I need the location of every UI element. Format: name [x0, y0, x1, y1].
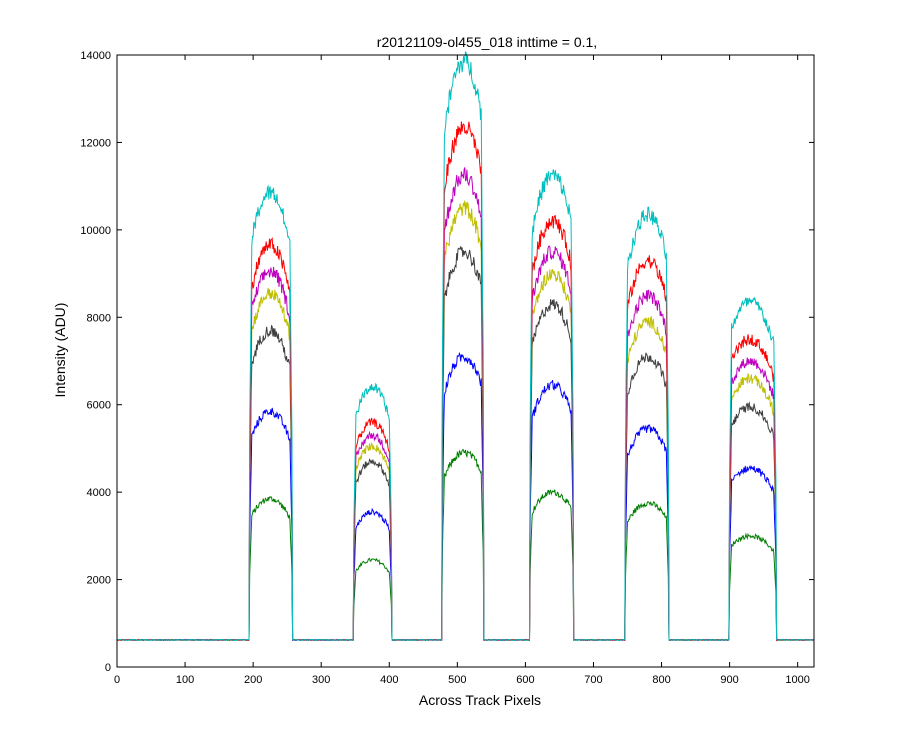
y-tick-label: 4000: [87, 487, 111, 499]
x-axis-title: Across Track Pixels: [419, 692, 541, 708]
y-axis-title: Intensity (ADU): [52, 303, 68, 398]
x-tick-label: 300: [312, 674, 330, 686]
series-line-7: [116, 50, 815, 642]
y-tick-label: 12000: [80, 137, 111, 149]
x-tick-label: 0: [114, 674, 120, 686]
x-tick-label: 700: [584, 674, 602, 686]
y-tick-label: 10000: [80, 225, 111, 237]
y-tick-label: 2000: [87, 575, 111, 587]
x-tick-label: 800: [652, 674, 670, 686]
x-tick-label: 400: [380, 674, 398, 686]
x-tick-label: 100: [176, 674, 194, 686]
axes-box: [116, 54, 815, 668]
y-tick-label: 14000: [80, 50, 111, 62]
chart-title: r20121109-ol455_018 inttime = 0.1,: [377, 34, 597, 50]
y-tick-label: 8000: [87, 312, 111, 324]
y-tick-label: 0: [105, 662, 111, 674]
x-tick-label: 900: [720, 674, 738, 686]
series-layer: [116, 50, 815, 642]
y-tick-label: 6000: [87, 400, 111, 412]
x-tick-label: 500: [448, 674, 466, 686]
x-tick-label: 200: [244, 674, 262, 686]
tick-layer: 0 100 200 300 400 500 600 700 800 900 100002000400…: [80, 50, 814, 686]
x-tick-label: 1000: [785, 674, 809, 686]
plot-area: [117, 55, 814, 667]
x-tick-label: 600: [516, 674, 534, 686]
